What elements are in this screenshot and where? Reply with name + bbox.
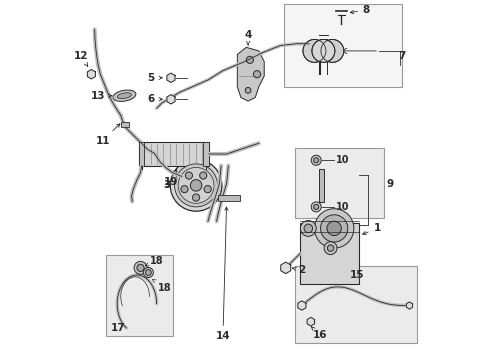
Circle shape bbox=[192, 194, 199, 201]
Circle shape bbox=[174, 164, 217, 207]
Text: 13: 13 bbox=[91, 91, 111, 101]
Text: 5: 5 bbox=[147, 73, 162, 83]
Bar bbox=[319, 169, 323, 202]
Circle shape bbox=[190, 180, 202, 191]
Text: 19: 19 bbox=[163, 169, 178, 187]
Circle shape bbox=[310, 202, 321, 212]
Text: 1: 1 bbox=[362, 224, 380, 234]
Text: 2: 2 bbox=[292, 265, 305, 275]
Circle shape bbox=[145, 270, 151, 275]
Circle shape bbox=[134, 261, 147, 274]
Circle shape bbox=[253, 71, 260, 78]
Text: 18: 18 bbox=[145, 256, 163, 266]
Polygon shape bbox=[306, 318, 314, 326]
Text: 4: 4 bbox=[244, 30, 251, 45]
Bar bbox=[106, 255, 172, 336]
Bar bbox=[203, 142, 208, 166]
Text: 10: 10 bbox=[335, 155, 349, 165]
Polygon shape bbox=[297, 301, 305, 310]
Text: 18: 18 bbox=[152, 279, 171, 293]
Circle shape bbox=[326, 221, 341, 235]
Circle shape bbox=[143, 267, 153, 278]
Ellipse shape bbox=[117, 93, 131, 99]
Polygon shape bbox=[406, 302, 412, 309]
Text: 8: 8 bbox=[349, 5, 369, 15]
Circle shape bbox=[203, 185, 211, 193]
Text: 15: 15 bbox=[349, 270, 364, 280]
Bar bbox=[284, 4, 402, 87]
Text: 14: 14 bbox=[215, 207, 230, 341]
Polygon shape bbox=[166, 73, 175, 82]
Circle shape bbox=[137, 264, 144, 271]
Circle shape bbox=[313, 204, 318, 210]
Circle shape bbox=[244, 87, 250, 93]
Circle shape bbox=[324, 242, 336, 255]
Polygon shape bbox=[237, 47, 264, 101]
Circle shape bbox=[311, 40, 334, 62]
Bar bbox=[139, 142, 144, 166]
Circle shape bbox=[310, 155, 321, 165]
Text: 16: 16 bbox=[311, 327, 326, 340]
Text: 10: 10 bbox=[335, 202, 349, 212]
Text: 17: 17 bbox=[111, 323, 125, 333]
Circle shape bbox=[199, 172, 206, 179]
Circle shape bbox=[320, 215, 347, 242]
Text: 9: 9 bbox=[386, 179, 392, 189]
Text: 7: 7 bbox=[398, 51, 405, 61]
Ellipse shape bbox=[113, 90, 136, 102]
Circle shape bbox=[314, 209, 353, 248]
Circle shape bbox=[185, 172, 192, 179]
Circle shape bbox=[303, 40, 325, 62]
Polygon shape bbox=[166, 95, 175, 104]
Circle shape bbox=[313, 158, 318, 163]
Bar bbox=[300, 223, 359, 284]
Bar bbox=[218, 195, 239, 201]
Polygon shape bbox=[87, 69, 95, 79]
Text: 6: 6 bbox=[147, 94, 162, 104]
Circle shape bbox=[326, 245, 333, 251]
Bar bbox=[139, 142, 208, 166]
Circle shape bbox=[320, 40, 343, 62]
Circle shape bbox=[181, 185, 188, 193]
Circle shape bbox=[300, 221, 316, 236]
Polygon shape bbox=[280, 262, 290, 274]
Circle shape bbox=[170, 159, 222, 211]
Bar bbox=[121, 122, 128, 127]
Bar bbox=[294, 266, 416, 343]
Bar bbox=[294, 148, 384, 218]
Text: 12: 12 bbox=[74, 51, 88, 67]
Text: 3: 3 bbox=[163, 180, 171, 190]
Circle shape bbox=[246, 56, 253, 63]
Circle shape bbox=[178, 167, 214, 203]
Text: 11: 11 bbox=[95, 124, 120, 145]
Circle shape bbox=[304, 224, 312, 233]
